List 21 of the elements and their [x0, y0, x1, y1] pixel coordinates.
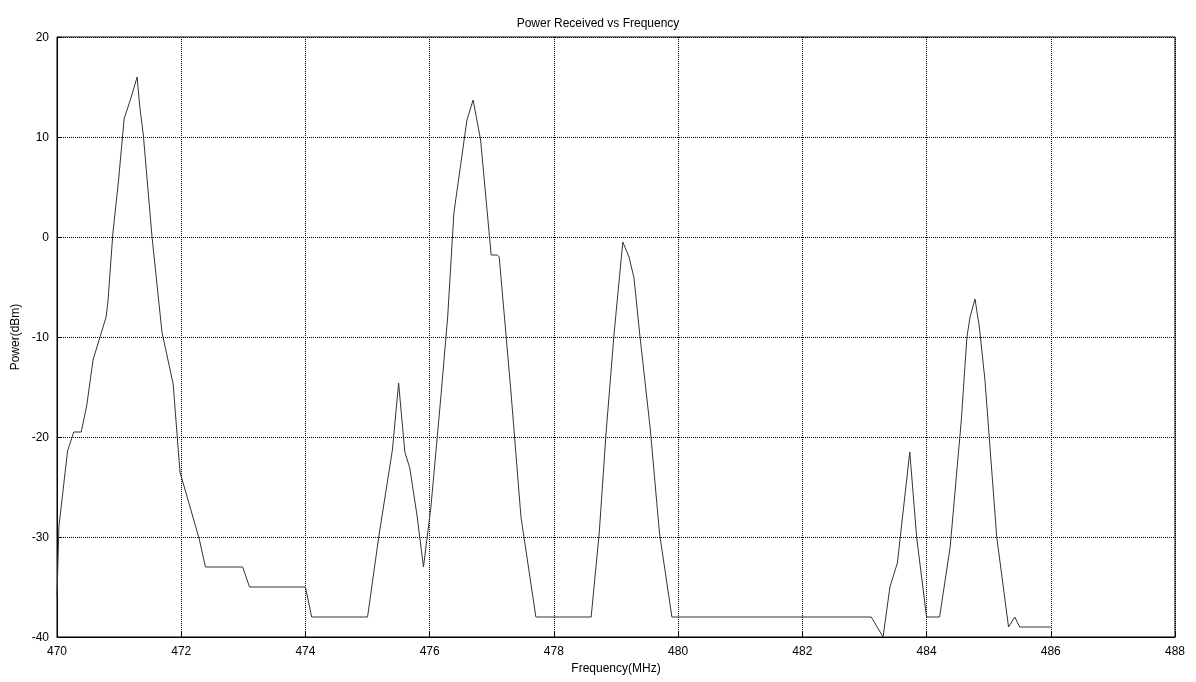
- x-tick-label: 488: [1164, 644, 1186, 658]
- y-tick-label: -30: [31, 530, 50, 544]
- x-tick-label: 478: [543, 644, 565, 658]
- x-tick-label: 476: [419, 644, 440, 658]
- x-tick-label: 480: [668, 644, 689, 658]
- y-tick-label: 20: [35, 30, 50, 44]
- y-axis-title: Power(dBm): [7, 303, 22, 371]
- x-tick-label: 472: [171, 644, 192, 658]
- y-tick-label: 0: [42, 230, 50, 244]
- x-tick-label: 470: [46, 644, 68, 658]
- line-series: [56, 76, 1052, 638]
- x-tick-label: 482: [792, 644, 813, 658]
- x-tick-label: 486: [1040, 644, 1062, 658]
- y-tick-label: -40: [31, 630, 50, 644]
- y-tick-label: -10: [31, 330, 50, 344]
- chart-title: Power Received vs Frequency: [516, 16, 680, 30]
- x-tick-label: 484: [916, 644, 937, 658]
- x-axis-title: Frequency(MHz): [571, 660, 661, 675]
- y-tick-label: -20: [31, 430, 50, 444]
- x-tick-label: 474: [295, 644, 316, 658]
- y-tick-label: 10: [35, 130, 50, 144]
